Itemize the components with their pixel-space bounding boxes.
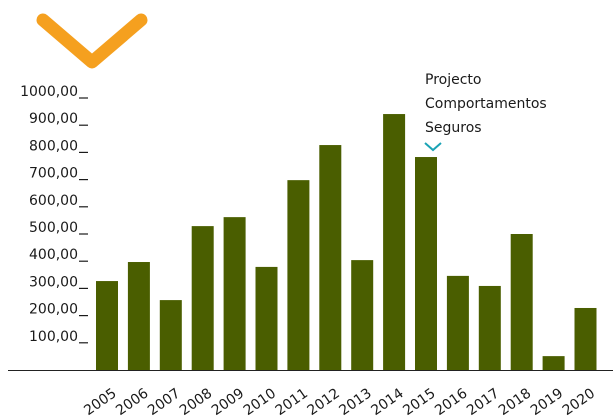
y-tick-label: 1000,00 [20, 84, 78, 100]
annotation: Seguros [425, 120, 482, 136]
bar [510, 234, 533, 370]
y-tick-label: 400,00 [29, 247, 78, 263]
annotation-chevron [424, 142, 442, 152]
x-tick-label: 2014 [368, 385, 406, 416]
bar [478, 285, 501, 370]
x-tick-label: 2012 [305, 385, 343, 416]
annotation: Comportamentos [425, 96, 547, 112]
bar [223, 217, 246, 370]
y-tick-label: 200,00 [29, 302, 78, 318]
x-tick-label: 2006 [113, 385, 151, 416]
x-tick-label: 2016 [432, 385, 470, 416]
bar [96, 281, 118, 370]
y-tick-label: 600,00 [29, 193, 78, 209]
bar [127, 262, 150, 370]
x-tick-label: 2013 [336, 385, 374, 416]
x-tick-label: 2010 [241, 385, 279, 416]
bar [255, 266, 278, 370]
y-tick-label: 500,00 [29, 220, 78, 236]
x-tick-label: 2015 [400, 385, 438, 416]
x-tick-label: 2008 [177, 385, 215, 416]
x-tick-label: 2020 [560, 385, 598, 416]
y-tick-label: 300,00 [29, 274, 78, 290]
y-tick-label: 800,00 [29, 138, 78, 154]
bar [383, 114, 406, 370]
bar [574, 307, 597, 370]
bar [351, 260, 374, 370]
x-tick-label: 2009 [209, 385, 247, 416]
x-tick-label: 2018 [496, 385, 534, 416]
bar [446, 275, 469, 370]
x-tick-label: 2007 [145, 385, 183, 416]
x-tick-label: 2017 [464, 385, 502, 416]
bar [415, 157, 437, 370]
bar [542, 356, 565, 370]
y-tick-label: 900,00 [29, 111, 78, 127]
x-tick-label: 2011 [273, 385, 311, 416]
bar [287, 180, 310, 370]
bar [159, 300, 182, 370]
annotation: Projecto [425, 72, 481, 88]
bar [191, 226, 214, 370]
y-tick-label: 100,00 [29, 329, 78, 345]
bar [319, 145, 342, 370]
x-tick-label: 2005 [81, 385, 119, 416]
y-tick-label: 700,00 [29, 166, 78, 182]
logo-chevron [36, 13, 148, 69]
x-tick-label: 2019 [528, 385, 566, 416]
